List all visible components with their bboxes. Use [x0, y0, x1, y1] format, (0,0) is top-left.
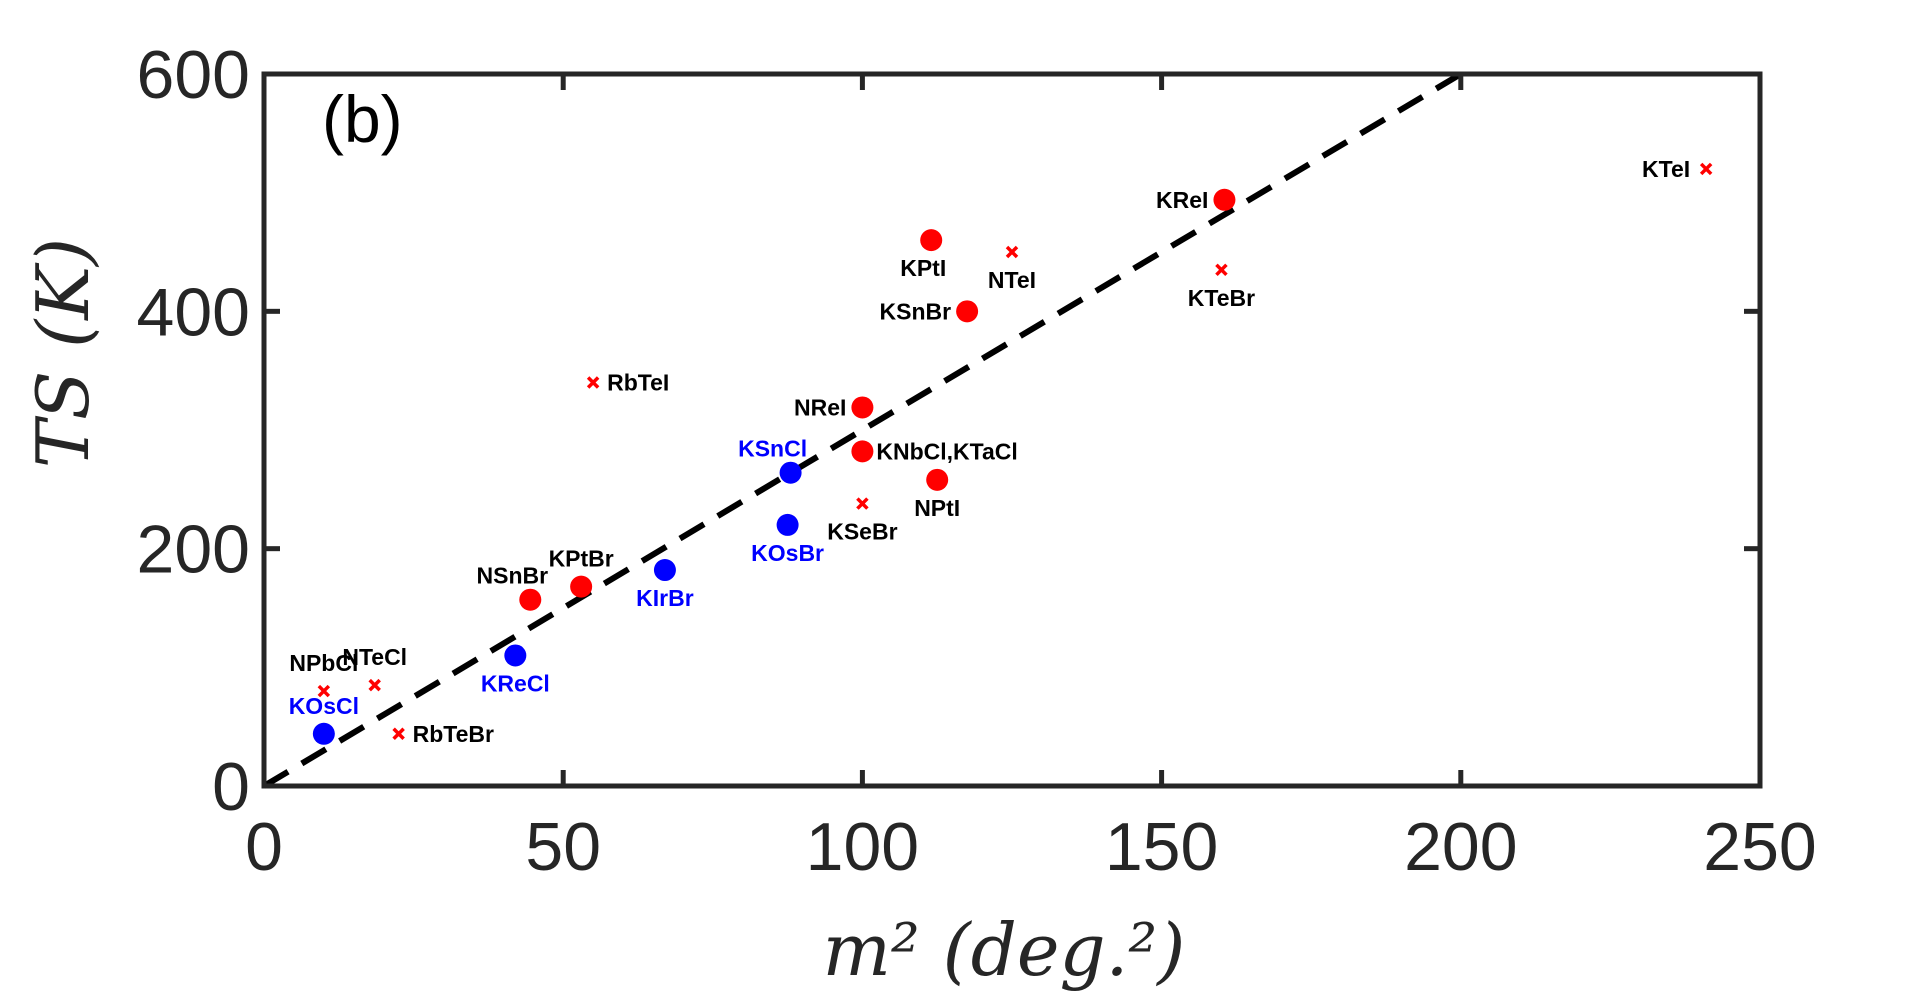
point-label: KOsBr [751, 540, 824, 566]
point-marker-cross [856, 497, 869, 510]
point-label: KOsCl [289, 693, 359, 719]
point-marker-cross [586, 376, 600, 389]
data-point: NSnBr [477, 563, 549, 611]
y-axis-title: TS (K) [21, 238, 105, 468]
panel-label: (b) [322, 82, 403, 156]
point-marker-circle [504, 644, 527, 667]
y-tick-label: 200 [137, 512, 250, 588]
point-marker-circle [956, 300, 979, 323]
point-marker-cross [1005, 245, 1019, 259]
point-label: NPtI [914, 495, 960, 521]
point-label: KTeI [1642, 156, 1690, 182]
point-label: RbTeBr [413, 721, 494, 747]
point-label: RbTeI [607, 370, 669, 396]
data-point: NPtI [914, 468, 960, 521]
point-marker-cross [368, 678, 381, 692]
x-tick-label: 100 [806, 809, 919, 885]
point-marker-circle [926, 468, 949, 491]
data-point: KReI [1156, 187, 1236, 213]
point-label: KNbCl,KTaCl [876, 438, 1017, 464]
x-tick-label: 150 [1105, 809, 1218, 885]
point-label: KReCl [481, 670, 550, 696]
data-point: NTeCl [342, 644, 407, 692]
point-marker-circle [570, 575, 593, 598]
point-label: NPbCl [289, 650, 358, 676]
point-marker-circle [1213, 188, 1236, 211]
data-point: KIrBr [636, 559, 694, 611]
data-point: KOsCl [289, 693, 359, 745]
data-point: KSeBr [827, 497, 898, 545]
data-point: KOsBr [751, 513, 824, 566]
point-marker-circle [776, 513, 799, 536]
point-label: KTeBr [1188, 285, 1255, 311]
point-marker-circle [312, 722, 335, 745]
point-label: KSnBr [880, 298, 952, 324]
data-point: NTeI [988, 245, 1036, 293]
data-point: NReI [794, 394, 874, 420]
x-axis-title: m² (deg.²) [823, 908, 1186, 992]
x-tick-label: 250 [1703, 809, 1816, 885]
point-label: KPtI [900, 255, 946, 281]
data-point: RbTeI [586, 370, 669, 396]
point-marker-circle [851, 396, 874, 419]
point-marker-circle [851, 440, 874, 463]
data-point: KTeBr [1188, 263, 1255, 311]
point-marker-cross [392, 727, 405, 741]
point-label: NTeI [988, 267, 1036, 293]
point-label: NSnBr [477, 563, 549, 589]
data-point: KReCl [481, 644, 550, 696]
fit-line [262, 71, 1463, 789]
point-label: NReI [794, 394, 846, 420]
data-point: KTeI [1642, 156, 1713, 182]
point-marker-circle [653, 559, 676, 582]
point-label: NTeCl [342, 644, 407, 670]
point-label: KPtBr [549, 546, 614, 572]
point-label: KReI [1156, 187, 1208, 213]
point-label: KSnCl [738, 436, 807, 462]
x-tick-label: 200 [1404, 809, 1517, 885]
point-label: KIrBr [636, 585, 694, 611]
point-marker-cross [317, 684, 331, 698]
x-tick-label: 50 [525, 809, 601, 885]
data-point: KSnCl [738, 436, 807, 484]
data-point: KNbCl,KTaCl [851, 438, 1018, 464]
point-marker-cross [1699, 162, 1713, 176]
point-marker-circle [519, 588, 542, 611]
data-point: RbTeBr [392, 721, 494, 747]
y-tick-label: 600 [137, 37, 250, 113]
y-tick-label: 400 [137, 274, 250, 350]
data-point: KPtBr [549, 546, 614, 598]
data-point: NPbCl [289, 650, 358, 698]
point-label: KSeBr [827, 519, 897, 545]
plot-frame [261, 71, 1763, 789]
point-marker-cross [1215, 263, 1228, 277]
data-point: KPtI [900, 229, 946, 281]
point-marker-circle [920, 229, 943, 252]
point-marker-circle [779, 461, 802, 484]
data-point: KSnBr [880, 298, 979, 324]
x-tick-label: 0 [245, 809, 283, 885]
y-tick-label: 0 [212, 749, 250, 825]
